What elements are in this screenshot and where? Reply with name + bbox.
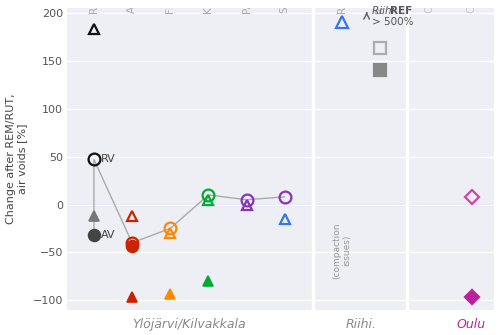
Text: Riihi.: Riihi.	[346, 318, 376, 331]
Text: OKTO SMA: OKTO SMA	[424, 0, 434, 13]
Text: (compaction
issues): (compaction issues)	[332, 222, 351, 279]
Y-axis label: Change after REM/RUT,
air voids [%]: Change after REM/RUT, air voids [%]	[6, 94, 27, 224]
Text: STO: STO	[280, 0, 289, 13]
Text: > 500%: > 500%	[372, 17, 414, 27]
Text: Riihi: Riihi	[372, 6, 398, 16]
Text: OKTO AC: OKTO AC	[466, 0, 476, 13]
Text: PAB: PAB	[242, 0, 252, 13]
Text: RAS: RAS	[375, 0, 385, 13]
Text: RV: RV	[101, 154, 116, 164]
Text: REF: REF	[390, 6, 412, 16]
Text: KB: KB	[204, 0, 214, 13]
Text: Ylöjärvi/Kilvakkala: Ylöjärvi/Kilvakkala	[132, 318, 246, 331]
Text: Oulu: Oulu	[457, 318, 486, 331]
Text: REF: REF	[89, 0, 99, 13]
Text: ARA: ARA	[127, 0, 137, 13]
Text: FEP: FEP	[165, 0, 175, 13]
Text: REF: REF	[337, 0, 347, 13]
Text: AV: AV	[101, 230, 116, 240]
